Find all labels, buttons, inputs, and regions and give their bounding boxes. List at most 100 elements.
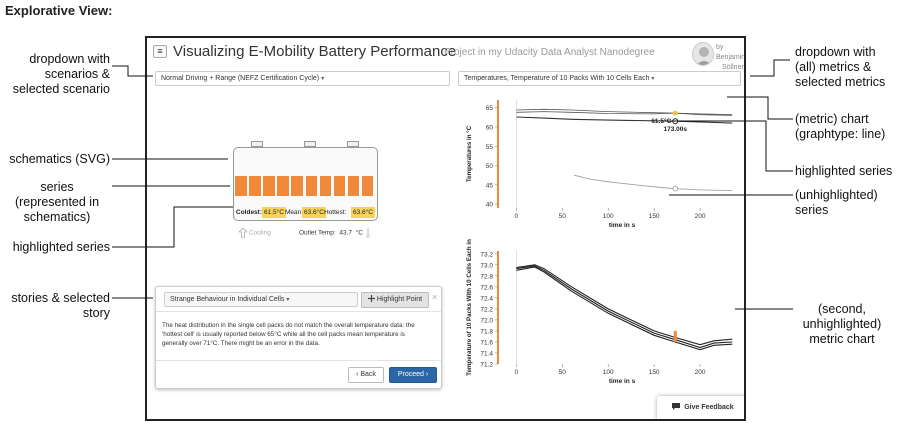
author-avatar	[692, 42, 714, 66]
callout-schematics: schematics (SVG)	[9, 152, 110, 166]
coldest-label: Coldest:	[236, 209, 262, 216]
callout-highlighted-series-left: highlighted series	[12, 240, 110, 254]
series-line	[516, 111, 733, 116]
y-tick-label: 50	[486, 163, 494, 170]
outlet-unit: °C	[355, 229, 363, 237]
menu-icon[interactable]: ≡	[153, 45, 167, 58]
y-tick-label: 40	[486, 202, 494, 209]
y-tick-label: 60	[486, 125, 494, 132]
battery-cell[interactable]	[361, 176, 374, 196]
y-tick-label: 72.4	[480, 295, 493, 302]
story-text-line: 'hottest cell' is usually reported below…	[162, 331, 405, 338]
highlighted-series-line	[516, 116, 733, 124]
battery-cell[interactable]	[305, 176, 317, 196]
chevron-down-icon: ▾	[321, 76, 325, 82]
story-header	[156, 287, 441, 312]
battery-cell[interactable]	[319, 176, 332, 196]
speech-bubble-icon	[672, 403, 681, 410]
feedback-label: Give Feedback	[684, 404, 734, 411]
y-tick-label: 72.0	[480, 317, 493, 324]
series-line	[516, 264, 733, 346]
chevron-right-icon: ›	[425, 371, 429, 378]
battery-terminal-right	[347, 141, 359, 147]
series-marker	[672, 186, 678, 192]
series-marker	[673, 330, 677, 342]
y-tick-label: 72.2	[480, 306, 493, 313]
author-name: by Benjamin Söllner	[716, 43, 744, 73]
y-tick-label: 55	[486, 144, 494, 151]
story-divider	[156, 360, 441, 361]
callout-metric-dropdown: dropdown with (all) metrics & selected m…	[795, 45, 886, 89]
x-tick-label: 200	[695, 213, 706, 220]
story-dropdown[interactable]: Strange Behaviour in Individual Cells ▾	[164, 292, 358, 307]
second-metric-chart[interactable]: 71.2 71.4 71.6 71.8 72.0 72.2 72.4 72.6 72.8 73.0…	[458, 239, 746, 393]
app-title: Visualizing E-Mobility Battery Performan…	[173, 43, 457, 60]
highlight-point-button[interactable]: Highlight Point	[361, 292, 429, 308]
battery-cell[interactable]	[263, 176, 275, 196]
proceed-button[interactable]: Proceed ›	[389, 367, 437, 383]
x-tick-label: 50	[559, 369, 567, 376]
callout-stories: stories & selected story	[11, 291, 110, 320]
author-line-2: Söllner	[722, 64, 744, 71]
scenario-dropdown-value: Normal Driving + Range (NEFZ Certificati…	[161, 75, 320, 82]
y-axis-label: Temperatures in °C	[466, 125, 473, 182]
series-line	[516, 266, 733, 351]
metric-chart[interactable]: 40 45 50 55 60 65 0 50 100 150 200 time in s Tempera…	[458, 92, 746, 242]
back-button[interactable]: ‹ Back	[348, 367, 384, 383]
x-tick-label: 150	[649, 213, 660, 220]
coldest-value: 61.5°C	[262, 207, 286, 218]
hottest-value: 63.6°C	[351, 207, 375, 218]
y-tick-label: 73.0	[480, 262, 493, 269]
leader-line	[750, 59, 790, 77]
y-tick-label: 72.8	[480, 273, 493, 280]
mean-label: Mean:	[285, 209, 304, 216]
battery-cell[interactable]	[333, 176, 346, 196]
battery-terminal-center	[304, 141, 316, 147]
story-panel: Strange Behaviour in Individual Cells ▾ …	[155, 286, 442, 389]
callout-series: series (represented in schematics)	[14, 180, 100, 224]
y-tick-label: 65	[486, 105, 494, 112]
story-dropdown-value: Strange Behaviour in Individual Cells	[170, 296, 285, 303]
series-line	[516, 108, 733, 116]
hottest-label: Hottest:	[324, 209, 347, 216]
leader-line	[668, 120, 793, 172]
outlet-value: 43.7	[339, 229, 353, 237]
page-title: Explorative View:	[5, 3, 113, 18]
feedback-button[interactable]: Give Feedback	[657, 396, 744, 419]
chevron-down-icon: ▾	[651, 76, 655, 82]
battery-cell[interactable]	[277, 176, 289, 196]
series-marker	[672, 110, 678, 116]
close-icon[interactable]: ×	[432, 292, 438, 302]
y-tick-label: 73.2	[480, 251, 493, 258]
leader-line	[727, 96, 793, 120]
battery-cell[interactable]	[249, 176, 261, 196]
x-tick-label: 100	[603, 213, 614, 220]
y-tick-label: 71.6	[480, 339, 493, 346]
callout-scenario-dropdown: dropdown with scenarios & selected scena…	[12, 52, 110, 96]
callout-metric-chart: (metric) chart (graphtype: line)	[795, 112, 886, 141]
outlet-temp: Outlet Temp: 43.7 °C	[299, 228, 371, 238]
battery-cell[interactable]	[291, 176, 303, 196]
chevron-down-icon: ▾	[286, 297, 290, 303]
battery-cell[interactable]	[235, 176, 247, 196]
x-axis-label: time in s	[609, 222, 636, 229]
story-text: The heat distribution in the single cell…	[162, 321, 438, 348]
story-text-line: generally over 71°C. There might be an e…	[162, 340, 320, 347]
battery-cell[interactable]	[347, 176, 360, 196]
callout-unhighlighted-series: (unhighlighted) series	[795, 188, 878, 217]
x-axis-label: time in s	[609, 378, 636, 385]
y-tick-label: 71.8	[480, 328, 493, 335]
scenario-dropdown[interactable]: Normal Driving + Range (NEFZ Certificati…	[155, 71, 450, 86]
y-tick-label: 71.2	[480, 362, 493, 369]
series-line	[516, 265, 733, 349]
x-tick-label: 50	[559, 213, 567, 220]
chevron-left-icon: ‹	[356, 371, 359, 378]
back-label: Back	[360, 371, 376, 378]
callout-second-chart: (second, unhighlighted) metric chart	[802, 302, 882, 346]
annotation-value: 61.5°C	[651, 117, 671, 125]
x-tick-label: 0	[515, 213, 519, 220]
proceed-label: Proceed	[397, 371, 424, 378]
leader-line	[112, 206, 233, 248]
metric-dropdown[interactable]: Temperatures, Temperature of 10 Packs Wi…	[458, 71, 741, 86]
callout-highlighted-series-right: highlighted series	[795, 164, 893, 178]
